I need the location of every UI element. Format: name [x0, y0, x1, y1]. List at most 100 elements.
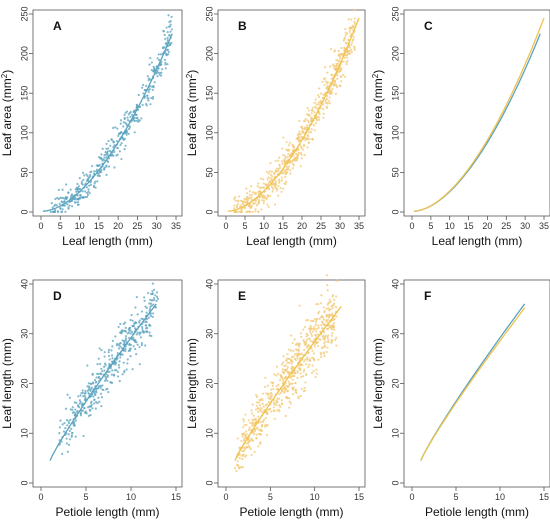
- data-point: [119, 119, 123, 122]
- data-point: [308, 357, 311, 361]
- data-point: [317, 344, 320, 348]
- data-point: [247, 444, 250, 447]
- data-point: [165, 53, 168, 56]
- data-point: [262, 178, 265, 181]
- data-point: [101, 159, 104, 162]
- data-point: [133, 340, 136, 343]
- data-point: [99, 156, 103, 159]
- data-point: [84, 397, 87, 400]
- data-point: [150, 299, 153, 302]
- tick-group: 0 5 10 15 0 10 20 30 40: [19, 279, 181, 502]
- data-point: [335, 344, 338, 347]
- data-point: [85, 191, 89, 195]
- data-point: [244, 430, 248, 433]
- data-point: [266, 203, 269, 206]
- fit-curve: [413, 17, 545, 212]
- data-point: [124, 334, 128, 338]
- data-point: [288, 400, 291, 403]
- data-point: [267, 408, 270, 411]
- data-point: [116, 147, 119, 150]
- data-point: [305, 342, 308, 345]
- data-point: [257, 407, 260, 410]
- data-point: [159, 53, 163, 56]
- data-point: [85, 186, 88, 189]
- data-point: [124, 339, 128, 342]
- data-point: [78, 399, 81, 402]
- data-point: [323, 83, 326, 86]
- data-point: [82, 395, 85, 398]
- x-tick-label: 5: [268, 492, 273, 502]
- data-point: [262, 405, 265, 408]
- data-point: [291, 378, 294, 381]
- data-point: [89, 413, 92, 417]
- data-point: [330, 328, 333, 331]
- data-point: [336, 77, 339, 80]
- data-point: [265, 196, 268, 199]
- data-point: [244, 446, 247, 449]
- data-point: [127, 327, 130, 331]
- data-point: [317, 358, 320, 361]
- data-point: [345, 63, 348, 66]
- data-point: [310, 347, 313, 350]
- data-point: [252, 191, 255, 194]
- data-point: [111, 153, 114, 157]
- data-point: [97, 372, 100, 376]
- y-axis-label: Leaf area (mm2): [185, 70, 200, 156]
- data-point: [344, 31, 347, 34]
- data-point: [258, 189, 262, 193]
- data-point: [315, 119, 319, 122]
- data-point: [289, 376, 292, 379]
- data-point: [313, 101, 316, 104]
- data-point: [68, 204, 71, 207]
- data-point: [240, 454, 244, 458]
- data-point: [333, 50, 336, 53]
- data-point: [251, 422, 254, 425]
- data-point: [106, 379, 109, 382]
- data-point: [270, 395, 273, 398]
- data-point: [168, 43, 172, 47]
- data-point: [317, 103, 320, 106]
- data-point: [323, 335, 327, 339]
- data-point: [286, 149, 290, 153]
- data-point: [81, 391, 84, 394]
- data-point: [135, 119, 138, 122]
- data-point: [318, 101, 321, 104]
- x-tick-label: 0: [38, 492, 43, 502]
- data-point: [306, 126, 309, 129]
- data-point: [83, 392, 86, 395]
- data-point: [267, 401, 270, 404]
- data-point: [343, 36, 346, 39]
- data-point: [162, 29, 165, 32]
- data-point: [313, 111, 316, 114]
- data-point: [233, 466, 237, 470]
- data-point: [167, 25, 171, 28]
- data-point: [151, 282, 154, 285]
- data-point: [340, 46, 343, 50]
- data-point: [127, 132, 130, 135]
- data-point: [333, 67, 336, 70]
- data-point: [134, 306, 137, 309]
- data-point: [257, 415, 260, 418]
- plot-frame: [403, 279, 550, 488]
- data-point: [319, 353, 323, 356]
- data-point: [292, 158, 296, 161]
- data-point: [275, 401, 278, 404]
- data-point: [269, 194, 272, 197]
- data-point: [96, 387, 99, 390]
- fit-curve: [234, 305, 342, 461]
- data-point: [259, 420, 262, 424]
- data-point: [107, 348, 111, 352]
- x-tick-label: 5: [428, 221, 433, 231]
- data-point: [343, 75, 346, 78]
- data-point: [91, 381, 95, 384]
- data-point: [164, 42, 167, 45]
- data-point: [281, 389, 284, 393]
- data-point: [144, 324, 148, 327]
- data-point: [290, 334, 293, 337]
- data-point: [166, 48, 169, 51]
- data-point: [273, 203, 277, 206]
- data-point: [97, 172, 100, 175]
- data-point: [299, 372, 302, 375]
- data-point: [77, 395, 80, 398]
- data-point: [140, 317, 143, 320]
